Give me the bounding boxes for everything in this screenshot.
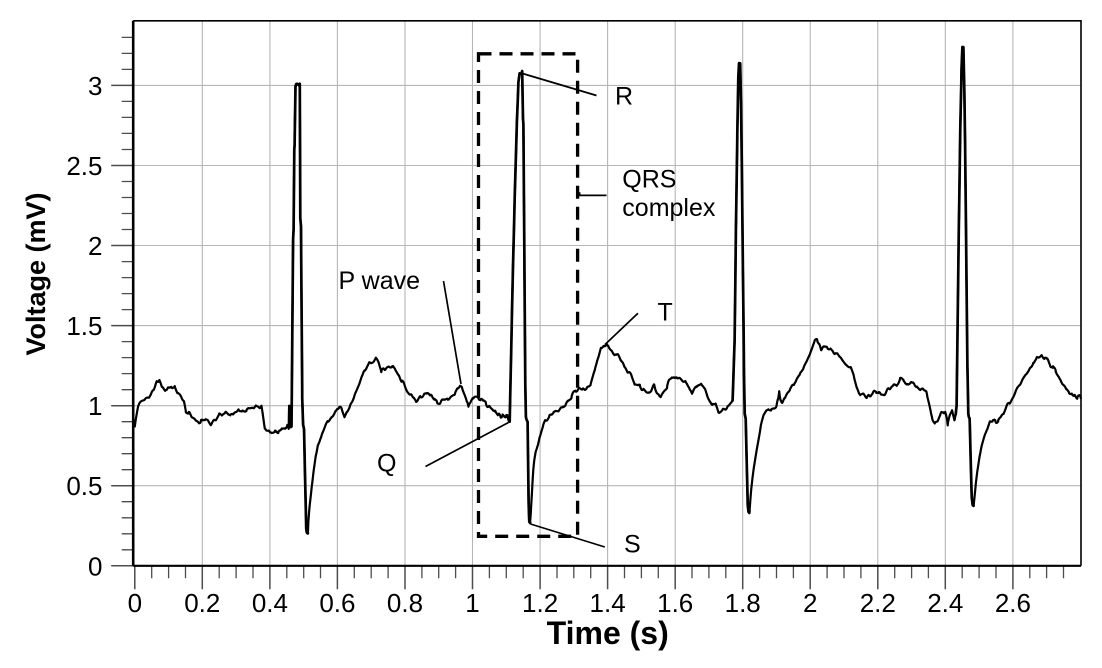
svg-text:1: 1 [88,391,102,421]
svg-text:2: 2 [88,231,102,261]
svg-text:2: 2 [803,588,817,618]
svg-text:0: 0 [88,551,102,581]
svg-text:0: 0 [128,588,142,618]
svg-text:1.5: 1.5 [66,311,102,341]
svg-text:0.2: 0.2 [184,588,220,618]
svg-text:0.8: 0.8 [387,588,423,618]
svg-text:P wave: P wave [339,267,421,295]
svg-text:1.8: 1.8 [725,588,761,618]
svg-text:complex: complex [622,194,716,222]
svg-text:R: R [615,83,633,111]
svg-text:T: T [658,299,673,327]
svg-text:1.6: 1.6 [657,588,693,618]
svg-text:1: 1 [465,588,479,618]
svg-text:Voltage (mV): Voltage (mV) [21,192,51,355]
svg-text:2.4: 2.4 [927,588,963,618]
svg-text:3: 3 [88,71,102,101]
svg-text:Time (s): Time (s) [547,615,669,651]
svg-text:0.5: 0.5 [66,471,102,501]
svg-text:2.6: 2.6 [995,588,1031,618]
svg-text:1.4: 1.4 [590,588,626,618]
svg-text:2.2: 2.2 [860,588,896,618]
svg-text:2.5: 2.5 [66,151,102,181]
svg-text:0.6: 0.6 [319,588,355,618]
svg-text:S: S [624,531,641,559]
svg-text:0.4: 0.4 [252,588,288,618]
svg-text:Q: Q [377,450,396,478]
svg-text:QRS: QRS [622,166,676,194]
svg-text:1.2: 1.2 [522,588,558,618]
